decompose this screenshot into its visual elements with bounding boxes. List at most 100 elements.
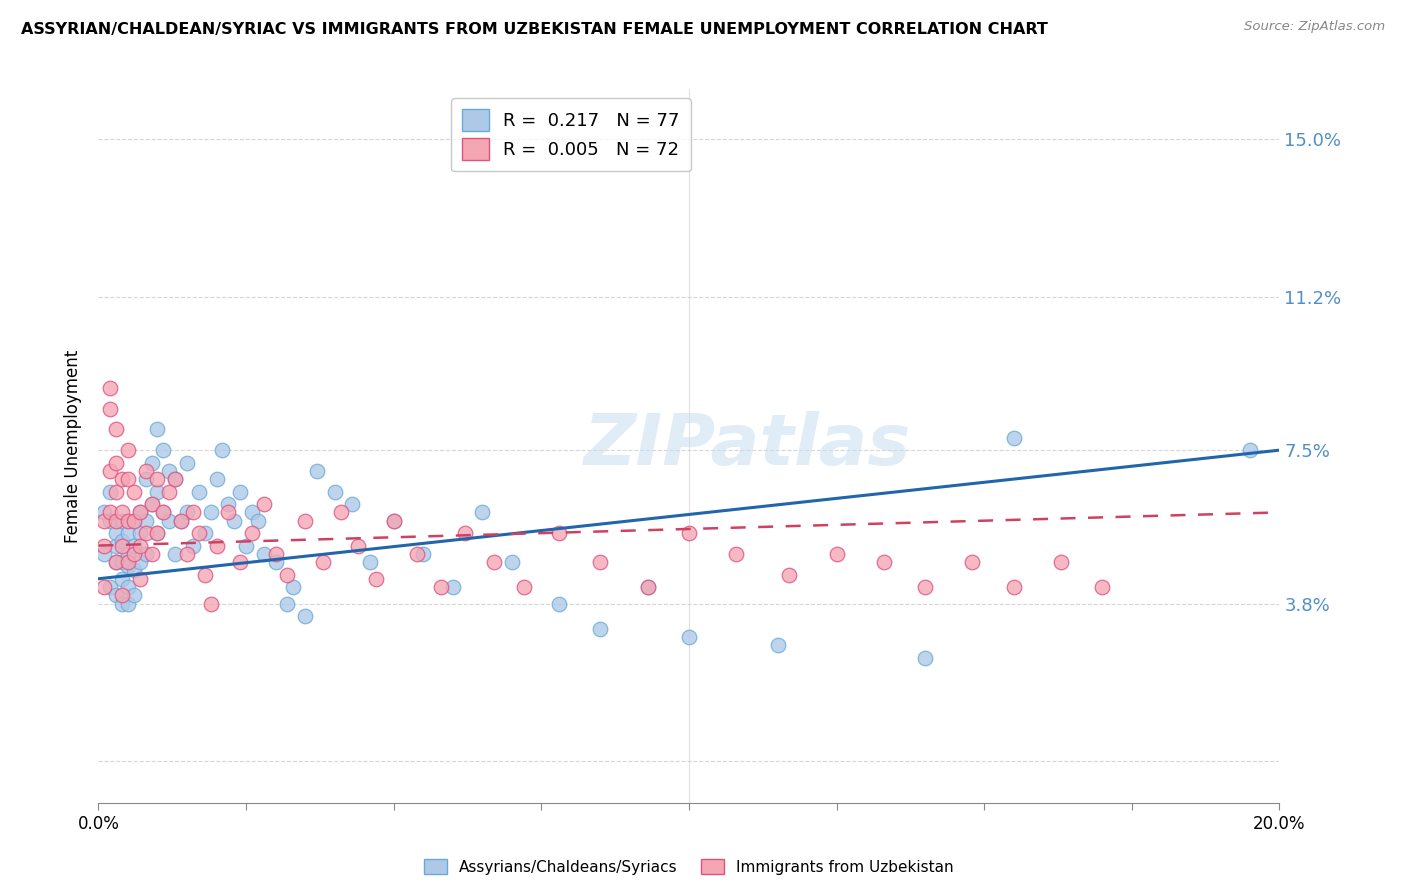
Point <box>93 539 115 553</box>
Point <box>323 484 346 499</box>
Point <box>135 472 157 486</box>
Point <box>914 650 936 665</box>
Point <box>98 514 121 528</box>
Point <box>98 464 121 478</box>
Point <box>105 588 128 602</box>
Point <box>482 555 505 569</box>
Point <box>170 514 193 528</box>
Point <box>329 505 352 519</box>
Point <box>441 580 464 594</box>
Point <box>347 539 370 553</box>
Point <box>105 422 128 436</box>
Point <box>128 505 150 519</box>
Point <box>276 567 298 582</box>
Point <box>117 555 139 569</box>
Point <box>93 547 115 561</box>
Point <box>157 484 180 499</box>
Point <box>181 505 204 519</box>
Point <box>264 555 287 569</box>
Point <box>105 526 128 541</box>
Point <box>589 622 612 636</box>
Point <box>176 505 198 519</box>
Point <box>122 484 145 499</box>
Point <box>105 555 128 569</box>
Point <box>98 484 121 499</box>
Point <box>105 484 128 499</box>
Point <box>229 484 252 499</box>
Point <box>117 547 139 561</box>
Point <box>217 497 239 511</box>
Point <box>200 597 222 611</box>
Point <box>176 547 198 561</box>
Point <box>240 505 263 519</box>
Point <box>128 572 150 586</box>
Point <box>205 539 228 553</box>
Point <box>725 547 748 561</box>
Point <box>359 555 381 569</box>
Point <box>205 472 228 486</box>
Point <box>1002 580 1025 594</box>
Point <box>211 443 233 458</box>
Point <box>382 514 405 528</box>
Point <box>200 505 222 519</box>
Legend: Assyrians/Chaldeans/Syriacs, Immigrants from Uzbekistan: Assyrians/Chaldeans/Syriacs, Immigrants … <box>418 853 960 880</box>
Point <box>253 497 276 511</box>
Point <box>105 456 128 470</box>
Point <box>589 555 612 569</box>
Y-axis label: Female Unemployment: Female Unemployment <box>65 350 83 542</box>
Point <box>276 597 298 611</box>
Point <box>364 572 387 586</box>
Point <box>283 580 305 594</box>
Text: ZIPatlas: ZIPatlas <box>585 411 911 481</box>
Point <box>430 580 453 594</box>
Point <box>312 555 335 569</box>
Point <box>157 514 180 528</box>
Point <box>453 526 475 541</box>
Point <box>128 505 150 519</box>
Point <box>111 505 134 519</box>
Point <box>135 547 157 561</box>
Point <box>135 464 157 478</box>
Point <box>122 539 145 553</box>
Point <box>678 526 700 541</box>
Point <box>98 381 121 395</box>
Point <box>406 547 429 561</box>
Point <box>194 526 217 541</box>
Point <box>146 526 169 541</box>
Point <box>146 526 169 541</box>
Point <box>111 514 134 528</box>
Point <box>1091 580 1114 594</box>
Point <box>165 472 187 486</box>
Point <box>98 401 121 416</box>
Point <box>117 526 139 541</box>
Point <box>152 443 174 458</box>
Point <box>264 547 287 561</box>
Point <box>141 497 163 511</box>
Point <box>471 505 494 519</box>
Point <box>135 526 157 541</box>
Point <box>678 630 700 644</box>
Point <box>165 547 187 561</box>
Point <box>117 580 139 594</box>
Point <box>122 514 145 528</box>
Point <box>93 514 115 528</box>
Point <box>117 597 139 611</box>
Point <box>128 539 150 553</box>
Point <box>141 497 163 511</box>
Point <box>170 514 193 528</box>
Text: Source: ZipAtlas.com: Source: ZipAtlas.com <box>1244 20 1385 33</box>
Point <box>117 514 139 528</box>
Point <box>135 514 157 528</box>
Point <box>122 588 145 602</box>
Point <box>111 472 134 486</box>
Point <box>412 547 434 561</box>
Point <box>873 555 896 569</box>
Point <box>1239 443 1261 458</box>
Point <box>111 555 134 569</box>
Point <box>98 580 121 594</box>
Point <box>128 555 150 569</box>
Point <box>111 534 134 549</box>
Point <box>122 547 145 561</box>
Text: ASSYRIAN/CHALDEAN/SYRIAC VS IMMIGRANTS FROM UZBEKISTAN FEMALE UNEMPLOYMENT CORRE: ASSYRIAN/CHALDEAN/SYRIAC VS IMMIGRANTS F… <box>21 22 1047 37</box>
Point <box>382 514 405 528</box>
